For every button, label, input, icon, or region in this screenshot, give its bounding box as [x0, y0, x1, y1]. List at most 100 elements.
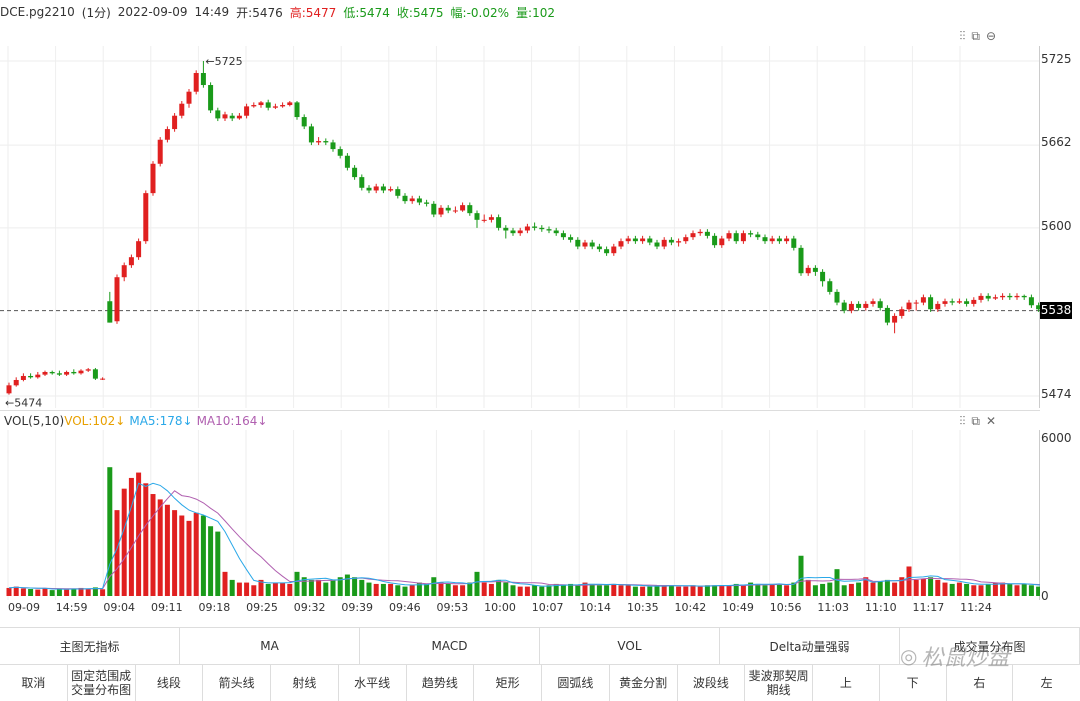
volume-bar — [719, 585, 725, 596]
volume-bar — [100, 589, 106, 596]
date-label: 2022-09-09 — [117, 5, 188, 19]
candle-up — [719, 238, 725, 246]
volume-bar — [244, 582, 250, 596]
candle-up — [956, 301, 962, 303]
volume-bar — [481, 582, 487, 596]
volume-bar — [488, 583, 494, 596]
arrow-line-tool-button[interactable]: 箭头线 — [203, 664, 271, 701]
right-button[interactable]: 右 — [947, 664, 1014, 701]
volume-bar — [6, 587, 12, 596]
volume-bar — [186, 520, 192, 596]
candle-up — [438, 207, 444, 215]
settings-sliders-icon[interactable]: ⫶⫶ — [959, 28, 966, 43]
vol-panel-header: VOL(5,10) VOL:102↓ MA5:178↓ MA10:164↓ ⫶⫶… — [0, 410, 1040, 431]
price-chart[interactable]: ←5725 ←5474 — [0, 46, 1040, 408]
volume-bar — [704, 585, 710, 596]
arc-tool-button[interactable]: 圆弧线 — [542, 664, 610, 701]
volume-bar — [200, 515, 206, 596]
popout-icon[interactable]: ⧉ — [971, 413, 980, 428]
volume-bar — [899, 577, 905, 596]
high-value: 5477 — [305, 5, 337, 20]
volume-bar — [517, 586, 523, 596]
candle-down — [589, 242, 595, 247]
candle-down — [352, 167, 358, 178]
candle-down — [107, 301, 113, 323]
volume-bar — [42, 587, 48, 596]
candle-up — [452, 210, 458, 212]
volume-bar — [892, 582, 898, 596]
tab-no-indicator[interactable]: 主图无指标 — [0, 628, 180, 664]
tab-ma[interactable]: MA — [180, 628, 360, 664]
candle-down — [827, 281, 833, 292]
x-tick-label: 10:00 — [484, 601, 516, 614]
volume-label: 量: — [516, 5, 533, 20]
candle-up — [35, 374, 41, 378]
volume-bar — [49, 590, 55, 596]
horizontal-line-tool-button[interactable]: 水平线 — [339, 664, 407, 701]
candle-down — [791, 238, 797, 248]
volume-bar — [251, 585, 257, 596]
candle-up — [460, 205, 466, 211]
volume-bar — [1028, 585, 1034, 596]
candle-up — [236, 115, 242, 119]
volume-bar — [776, 583, 782, 596]
volume-chart[interactable] — [0, 430, 1040, 600]
volume-bar — [841, 585, 847, 596]
popout-icon[interactable]: ⧉ — [971, 28, 980, 43]
volume-bar — [13, 586, 19, 596]
down-button[interactable]: 下 — [880, 664, 947, 701]
candle-up — [150, 163, 156, 194]
volume-bar — [208, 526, 214, 596]
watermark-text: 松鼠炒盘 — [921, 646, 1010, 671]
trend-line-tool-button[interactable]: 趋势线 — [407, 664, 475, 701]
volume-bar — [683, 586, 689, 596]
candle-down — [301, 117, 307, 127]
candle-up — [863, 303, 869, 308]
candle-up — [128, 257, 134, 266]
candle-up — [726, 233, 732, 239]
wave-line-tool-button[interactable]: 波段线 — [678, 664, 746, 701]
volume-bar — [323, 582, 329, 596]
volume-bar — [1000, 582, 1006, 596]
tab-delta[interactable]: Delta动量强弱 — [720, 628, 900, 664]
tab-vol[interactable]: VOL — [540, 628, 720, 664]
tab-macd[interactable]: MACD — [360, 628, 540, 664]
volume-bar — [20, 588, 26, 596]
candle-down — [424, 202, 430, 204]
candle-down — [510, 230, 516, 234]
rectangle-tool-button[interactable]: 矩形 — [474, 664, 542, 701]
volume-bar — [956, 582, 962, 596]
volume-bar — [949, 583, 955, 596]
volume-bar — [618, 585, 624, 596]
candle-down — [215, 110, 221, 119]
high-field: 高:5477 — [290, 4, 337, 21]
candle-down — [812, 267, 818, 272]
ray-tool-button[interactable]: 射线 — [271, 664, 339, 701]
golden-ratio-tool-button[interactable]: 黄金分割 — [610, 664, 678, 701]
volume-bar — [654, 585, 660, 596]
volume-bar — [978, 585, 984, 596]
candle-down — [575, 239, 581, 247]
up-button[interactable]: 上 — [813, 664, 880, 701]
segment-tool-button[interactable]: 线段 — [136, 664, 204, 701]
collapse-icon[interactable]: ⊖ — [985, 28, 996, 43]
volume-bar — [28, 589, 34, 596]
volume-bar — [474, 571, 480, 596]
candle-down — [755, 234, 761, 238]
x-tick-label: 10:07 — [531, 601, 564, 614]
settings-sliders-icon[interactable]: ⫶⫶ — [959, 413, 966, 428]
candle-up — [611, 246, 617, 254]
main-panel-tools: ⫶⫶ ⧉ ⊖ — [959, 29, 996, 44]
fibonacci-period-tool-button[interactable]: 斐波那契周期线 — [745, 664, 813, 701]
change-value: -0.02% — [466, 5, 510, 20]
close-icon[interactable]: ✕ — [985, 413, 996, 428]
volume-bar — [409, 585, 415, 596]
fixed-range-volume-profile-button[interactable]: 固定范围成交量分布图 — [68, 664, 136, 701]
left-button[interactable]: 左 — [1040, 675, 1053, 690]
volume-bar — [762, 585, 768, 596]
candle-down — [532, 226, 538, 228]
cancel-button[interactable]: 取消 — [0, 664, 68, 701]
watermark: ◎ 松鼠炒盘 — [900, 640, 1009, 672]
candle-up — [287, 102, 293, 106]
candle-up — [971, 299, 977, 304]
